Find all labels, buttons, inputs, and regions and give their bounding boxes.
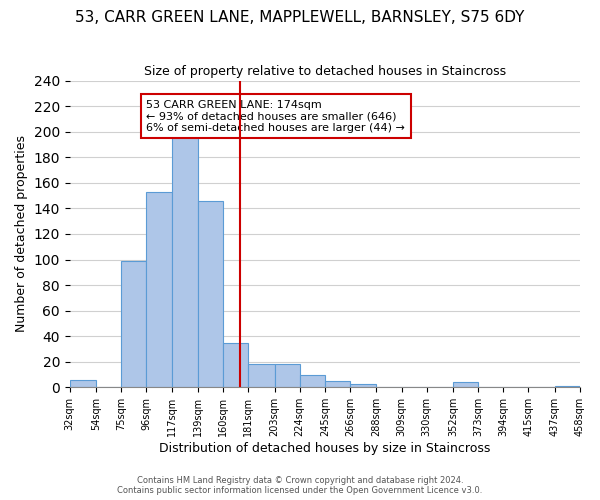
Text: Contains HM Land Registry data © Crown copyright and database right 2024.
Contai: Contains HM Land Registry data © Crown c…: [118, 476, 482, 495]
Bar: [248, 364, 275, 388]
Bar: [453, 382, 478, 388]
X-axis label: Distribution of detached houses by size in Staincross: Distribution of detached houses by size …: [159, 442, 491, 455]
Text: 53, CARR GREEN LANE, MAPPLEWELL, BARNSLEY, S75 6DY: 53, CARR GREEN LANE, MAPPLEWELL, BARNSLE…: [76, 10, 524, 25]
Bar: [555, 386, 580, 388]
Bar: [325, 381, 350, 388]
Bar: [275, 364, 300, 388]
Bar: [350, 384, 376, 388]
Y-axis label: Number of detached properties: Number of detached properties: [15, 136, 28, 332]
Bar: [172, 132, 198, 388]
Bar: [198, 200, 223, 388]
Text: 53 CARR GREEN LANE: 174sqm
← 93% of detached houses are smaller (646)
6% of semi: 53 CARR GREEN LANE: 174sqm ← 93% of deta…: [146, 100, 406, 133]
Bar: [146, 192, 172, 388]
Title: Size of property relative to detached houses in Staincross: Size of property relative to detached ho…: [144, 65, 506, 78]
Bar: [121, 261, 146, 388]
Bar: [70, 380, 96, 388]
Bar: [300, 374, 325, 388]
Bar: [223, 342, 248, 388]
